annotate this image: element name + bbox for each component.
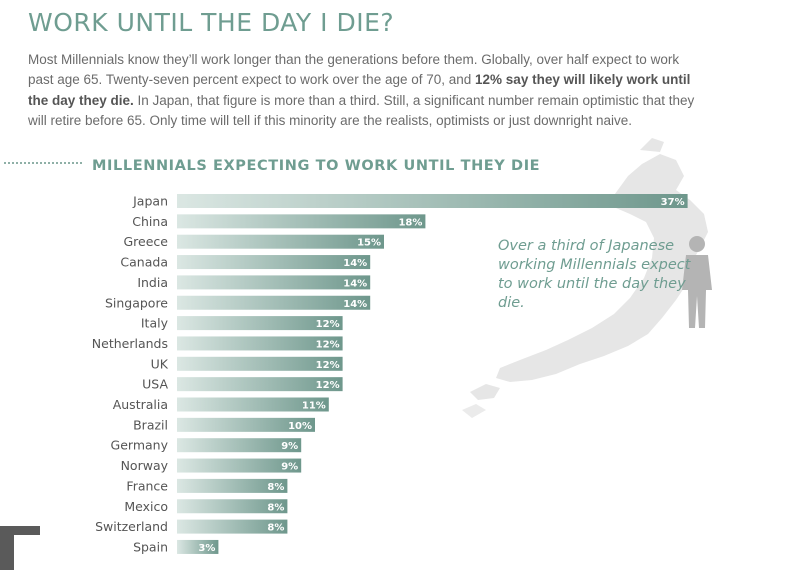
bar-mexico	[177, 499, 288, 514]
category-label-spain: Spain	[133, 539, 168, 554]
value-label-spain: 3%	[198, 543, 215, 554]
bar-italy	[177, 316, 343, 331]
intro-highlight: 12% say they will likely work until the …	[28, 72, 691, 108]
category-label-canada: Canada	[120, 255, 168, 270]
value-label-brazil: 10%	[288, 421, 312, 432]
bar-china	[177, 214, 426, 229]
value-label-netherlands: 12%	[316, 339, 340, 350]
bar-greece	[177, 234, 384, 249]
category-label-italy: Italy	[141, 316, 169, 331]
chart-heading-text: MILLENNIALS EXPECTING TO WORK UNTIL THEY…	[92, 158, 541, 174]
category-label-france: France	[126, 478, 168, 493]
bar-norway	[177, 458, 302, 473]
category-label-uk: UK	[151, 356, 169, 371]
bar-brazil	[177, 417, 315, 432]
value-label-switzerland: 8%	[267, 523, 284, 534]
category-label-india: India	[137, 275, 168, 290]
value-label-china: 18%	[398, 217, 422, 228]
category-label-brazil: Brazil	[133, 417, 168, 432]
intro-paragraph: Most Millennials know they’ll work longe…	[28, 50, 700, 131]
value-label-italy: 12%	[316, 319, 340, 330]
value-label-singapore: 14%	[343, 299, 367, 310]
category-label-norway: Norway	[121, 458, 169, 473]
person-silhouette-icon	[682, 236, 712, 328]
value-label-uk: 12%	[316, 360, 340, 371]
category-label-australia: Australia	[113, 397, 168, 412]
category-label-germany: Germany	[111, 438, 169, 453]
corner-bracket-mark	[0, 526, 40, 570]
value-label-mexico: 8%	[267, 502, 284, 513]
bar-spain	[177, 539, 219, 554]
bars	[177, 194, 688, 554]
bar-switzerland	[177, 519, 288, 534]
value-label-norway: 9%	[281, 462, 298, 473]
category-label-greece: Greece	[124, 234, 169, 249]
category-label-mexico: Mexico	[124, 499, 168, 514]
bar-india	[177, 275, 371, 290]
value-label-usa: 12%	[316, 380, 340, 391]
dotted-rule	[4, 162, 82, 164]
page-title: WORK UNTIL THE DAY I DIE?	[28, 8, 395, 37]
category-label-switzerland: Switzerland	[95, 519, 168, 534]
category-label-china: China	[132, 214, 168, 229]
value-label-japan: 37%	[661, 197, 685, 208]
category-label-netherlands: Netherlands	[92, 336, 168, 351]
bar-canada	[177, 255, 371, 270]
value-label-australia: 11%	[302, 401, 326, 412]
chart-heading: MILLENNIALS EXPECTING TO WORK UNTIL THEY…	[4, 158, 540, 174]
bar-japan	[177, 194, 688, 208]
category-label-japan: Japan	[132, 194, 168, 209]
bar-netherlands	[177, 336, 343, 351]
japan-map-silhouette	[462, 138, 708, 418]
category-label-singapore: Singapore	[105, 295, 168, 310]
bar-usa	[177, 377, 343, 392]
category-labels: Japan China Greece Canada India Singapore Ital…	[92, 194, 169, 555]
bar-germany	[177, 438, 302, 453]
intro-text-end: In Japan, that figure is more than a thi…	[28, 92, 695, 128]
bar-australia	[177, 397, 329, 412]
value-label-greece: 15%	[357, 238, 381, 249]
category-label-usa: USA	[142, 377, 168, 392]
value-label-france: 8%	[267, 482, 284, 493]
value-label-india: 14%	[343, 278, 367, 289]
bar-france	[177, 478, 288, 493]
bar-singapore	[177, 295, 371, 310]
value-label-germany: 9%	[281, 441, 298, 452]
japan-callout: Over a third of Japanese working Millenn…	[498, 238, 691, 311]
value-label-canada: 14%	[343, 258, 367, 269]
value-labels: 37%18%15%14%14%14%12%12%12%12%11%10%9%9%…	[198, 197, 684, 554]
intro-text: Most Millennials know they’ll work longe…	[28, 52, 680, 88]
bar-uk	[177, 356, 343, 371]
